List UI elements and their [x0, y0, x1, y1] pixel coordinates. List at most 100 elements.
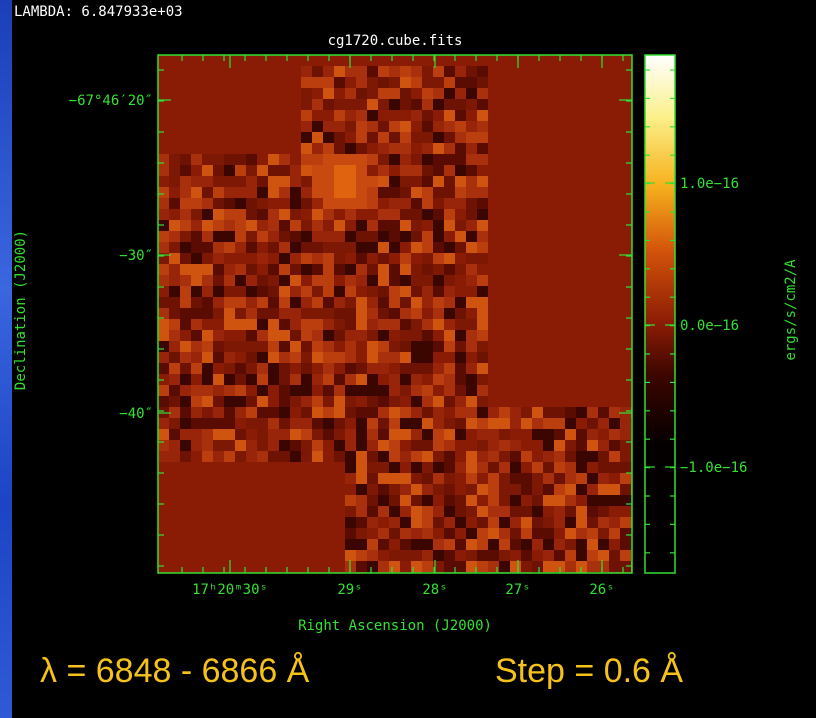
- image-pixel: [356, 462, 367, 473]
- image-pixel: [301, 77, 312, 88]
- image-pixel: [301, 407, 312, 418]
- image-pixel: [301, 154, 312, 165]
- image-pixel: [554, 418, 565, 429]
- image-pixel: [400, 462, 411, 473]
- image-pixel: [224, 319, 235, 330]
- image-pixel: [466, 132, 477, 143]
- image-pixel: [466, 451, 477, 462]
- image-pixel: [532, 550, 543, 561]
- image-pixel: [279, 264, 290, 275]
- image-pixel: [224, 242, 235, 253]
- image-pixel: [378, 385, 389, 396]
- image-pixel: [444, 110, 455, 121]
- image-pixel: [433, 484, 444, 495]
- image-pixel: [477, 88, 488, 99]
- image-pixel: [257, 264, 268, 275]
- image-pixel: [356, 506, 367, 517]
- image-pixel: [345, 242, 356, 253]
- image-pixel: [565, 517, 576, 528]
- image-pixel: [400, 550, 411, 561]
- image-pixel: [334, 220, 345, 231]
- image-pixel: [367, 528, 378, 539]
- image-pixel: [543, 451, 554, 462]
- image-pixel: [169, 220, 180, 231]
- image-pixel: [334, 66, 345, 77]
- image-pixel: [312, 308, 323, 319]
- image-pixel: [367, 132, 378, 143]
- image-pixel: [345, 539, 356, 550]
- image-pixel: [477, 341, 488, 352]
- image-pixel: [334, 198, 345, 209]
- image-pixel: [499, 517, 510, 528]
- image-pixel: [433, 451, 444, 462]
- image-pixel: [246, 275, 257, 286]
- image-pixel: [268, 264, 279, 275]
- image-pixel: [378, 462, 389, 473]
- image-pixel: [433, 77, 444, 88]
- image-pixel: [620, 484, 631, 495]
- image-pixel: [499, 473, 510, 484]
- image-pixel: [202, 253, 213, 264]
- image-pixel: [565, 462, 576, 473]
- image-pixel: [378, 143, 389, 154]
- image-pixel: [444, 286, 455, 297]
- image-pixel: [411, 440, 422, 451]
- image-pixel: [576, 429, 587, 440]
- image-pixel: [378, 99, 389, 110]
- image-pixel: [587, 528, 598, 539]
- image-pixel: [213, 319, 224, 330]
- image-pixel: [257, 396, 268, 407]
- image-pixel: [257, 451, 268, 462]
- image-pixel: [389, 418, 400, 429]
- image-pixel: [158, 429, 169, 440]
- image-pixel: [169, 187, 180, 198]
- image-pixel: [565, 440, 576, 451]
- image-pixel: [169, 209, 180, 220]
- image-pixel: [477, 506, 488, 517]
- image-pixel: [433, 220, 444, 231]
- image-pixel: [246, 341, 257, 352]
- image-pixel: [499, 440, 510, 451]
- image-pixel: [367, 121, 378, 132]
- image-pixel: [345, 506, 356, 517]
- image-pixel: [356, 275, 367, 286]
- colorbar-title: ergs/s/cm2/A: [783, 259, 799, 361]
- image-pixel: [444, 176, 455, 187]
- image-pixel: [235, 418, 246, 429]
- image-pixel: [609, 539, 620, 550]
- image-pixel: [378, 374, 389, 385]
- image-pixel: [411, 264, 422, 275]
- image-pixel: [400, 209, 411, 220]
- image-pixel: [334, 253, 345, 264]
- image-pixel: [268, 176, 279, 187]
- image-pixel: [543, 539, 554, 550]
- image-pixel: [323, 110, 334, 121]
- image-pixel: [433, 495, 444, 506]
- image-pixel: [235, 363, 246, 374]
- image-pixel: [257, 286, 268, 297]
- image-pixel: [444, 396, 455, 407]
- image-pixel: [543, 506, 554, 517]
- image-pixel: [422, 220, 433, 231]
- image-pixel: [433, 231, 444, 242]
- image-pixel: [455, 253, 466, 264]
- image-pixel: [367, 66, 378, 77]
- image-pixel: [598, 473, 609, 484]
- image-pixel: [235, 396, 246, 407]
- image-pixel: [433, 407, 444, 418]
- image-pixel: [466, 517, 477, 528]
- image-pixel: [279, 330, 290, 341]
- image-pixel: [466, 176, 477, 187]
- image-pixel: [455, 451, 466, 462]
- x-tick-label: 28ˢ: [422, 582, 447, 598]
- image-pixel: [356, 517, 367, 528]
- image-pixel: [158, 187, 169, 198]
- image-pixel: [466, 154, 477, 165]
- image-pixel: [367, 550, 378, 561]
- image-pixel: [389, 209, 400, 220]
- image-pixel: [510, 429, 521, 440]
- image-pixel: [455, 396, 466, 407]
- image-pixel: [433, 517, 444, 528]
- image-pixel: [488, 462, 499, 473]
- image-pixel: [400, 99, 411, 110]
